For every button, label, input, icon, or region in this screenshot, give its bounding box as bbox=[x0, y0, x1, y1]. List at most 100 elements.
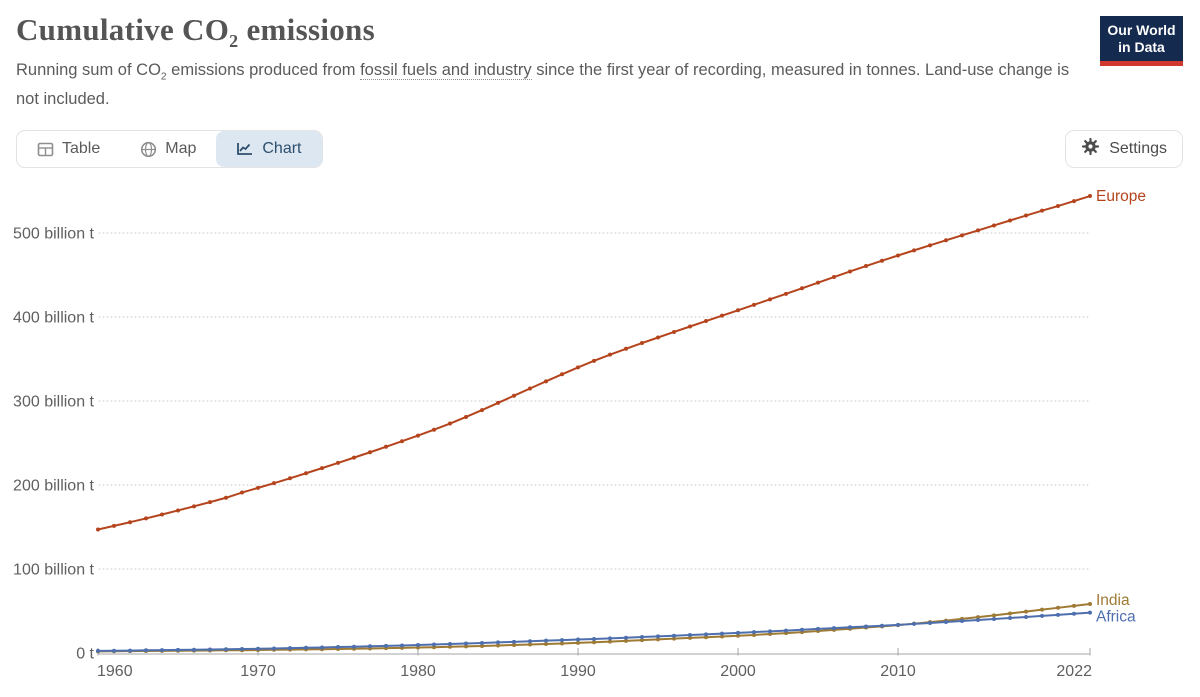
data-point bbox=[928, 621, 932, 626]
fossil-fuels-link[interactable]: fossil fuels and industry bbox=[360, 61, 532, 80]
data-point bbox=[256, 485, 260, 490]
page-title: Cumulative CO2 emissions bbox=[16, 12, 375, 52]
title-rest: emissions bbox=[238, 12, 375, 47]
data-point bbox=[800, 627, 804, 632]
y-tick-label: 500 billion t bbox=[13, 226, 95, 243]
data-point bbox=[160, 512, 164, 517]
data-point bbox=[1088, 610, 1092, 615]
y-tick-label: 100 billion t bbox=[13, 562, 95, 579]
data-point bbox=[944, 620, 948, 625]
data-series[interactable] bbox=[96, 194, 1092, 654]
data-point bbox=[128, 520, 132, 525]
x-tick-label: 1980 bbox=[400, 663, 436, 680]
y-tick-label: 200 billion t bbox=[13, 478, 95, 495]
data-point bbox=[656, 335, 660, 340]
data-point bbox=[800, 286, 804, 291]
data-point bbox=[1072, 603, 1076, 608]
data-point bbox=[560, 372, 564, 377]
data-point bbox=[816, 280, 820, 285]
data-point bbox=[272, 481, 276, 486]
globe-icon bbox=[140, 141, 157, 158]
data-point bbox=[112, 523, 116, 528]
data-point bbox=[688, 324, 692, 329]
data-point bbox=[128, 648, 132, 653]
x-tick-label: 1990 bbox=[560, 663, 596, 680]
subtitle-text: Running sum of CO bbox=[16, 61, 161, 79]
chart-icon bbox=[236, 141, 254, 157]
title-text: Cumulative CO bbox=[16, 12, 230, 47]
data-point bbox=[624, 635, 628, 640]
data-point bbox=[784, 628, 788, 633]
data-point bbox=[752, 630, 756, 635]
tab-table[interactable]: Table bbox=[17, 131, 120, 167]
data-point bbox=[1056, 204, 1060, 209]
data-point bbox=[736, 308, 740, 313]
x-axis: 1960 1970 1980 1990 2000 2010 2022 bbox=[97, 648, 1092, 680]
data-point bbox=[496, 400, 500, 405]
data-point bbox=[1024, 213, 1028, 218]
data-point bbox=[464, 644, 468, 649]
data-point bbox=[1056, 605, 1060, 610]
tab-table-label: Table bbox=[62, 140, 101, 157]
data-point bbox=[432, 642, 436, 647]
data-point bbox=[640, 638, 644, 643]
data-point bbox=[1024, 614, 1028, 619]
data-point bbox=[624, 346, 628, 351]
data-point bbox=[432, 427, 436, 432]
data-point bbox=[400, 643, 404, 648]
data-point bbox=[592, 640, 596, 645]
data-point bbox=[480, 643, 484, 648]
data-point bbox=[240, 647, 244, 652]
logo-line2: in Data bbox=[1118, 39, 1165, 55]
data-point bbox=[96, 648, 100, 653]
data-point bbox=[560, 638, 564, 643]
data-point bbox=[208, 647, 212, 652]
owid-logo[interactable]: Our World in Data bbox=[1100, 16, 1183, 66]
data-point bbox=[528, 639, 532, 644]
tab-chart[interactable]: Chart bbox=[216, 131, 322, 167]
series-label-india[interactable]: India bbox=[1096, 592, 1130, 609]
settings-button[interactable]: Settings bbox=[1065, 130, 1183, 168]
settings-label: Settings bbox=[1109, 140, 1167, 157]
data-point bbox=[496, 643, 500, 648]
data-point bbox=[1072, 611, 1076, 616]
data-point bbox=[512, 643, 516, 648]
data-point bbox=[512, 639, 516, 644]
series-label-africa[interactable]: Africa bbox=[1096, 609, 1136, 626]
series-line[interactable] bbox=[97, 611, 1091, 652]
chart-subtitle: Running sum of CO2 emissions produced fr… bbox=[16, 59, 1088, 111]
data-point bbox=[240, 490, 244, 495]
data-point bbox=[1008, 615, 1012, 620]
tab-map[interactable]: Map bbox=[120, 131, 216, 167]
x-tick-label: 2022 bbox=[1056, 663, 1092, 680]
y-tick-label: 400 billion t bbox=[13, 310, 95, 327]
data-point bbox=[176, 647, 180, 652]
data-point bbox=[144, 516, 148, 521]
data-point bbox=[704, 635, 708, 640]
data-point bbox=[1040, 607, 1044, 612]
data-point bbox=[608, 352, 612, 357]
series-africa[interactable] bbox=[96, 610, 1092, 653]
data-point bbox=[1040, 613, 1044, 618]
data-point bbox=[832, 275, 836, 280]
subtitle-text: since the first year of recording, measu… bbox=[16, 61, 1070, 109]
data-point bbox=[400, 439, 404, 444]
data-point bbox=[192, 647, 196, 652]
data-point bbox=[864, 264, 868, 269]
data-point bbox=[560, 641, 564, 646]
data-point bbox=[896, 253, 900, 258]
data-point bbox=[144, 648, 148, 653]
series-india[interactable] bbox=[96, 602, 1092, 654]
series-label-europe[interactable]: Europe bbox=[1096, 188, 1146, 205]
data-point bbox=[1088, 602, 1092, 607]
data-point bbox=[912, 248, 916, 253]
data-point bbox=[304, 471, 308, 476]
table-icon bbox=[37, 141, 54, 158]
data-point bbox=[464, 641, 468, 646]
data-point bbox=[976, 617, 980, 622]
data-point bbox=[1040, 208, 1044, 213]
series-europe[interactable] bbox=[96, 194, 1092, 532]
